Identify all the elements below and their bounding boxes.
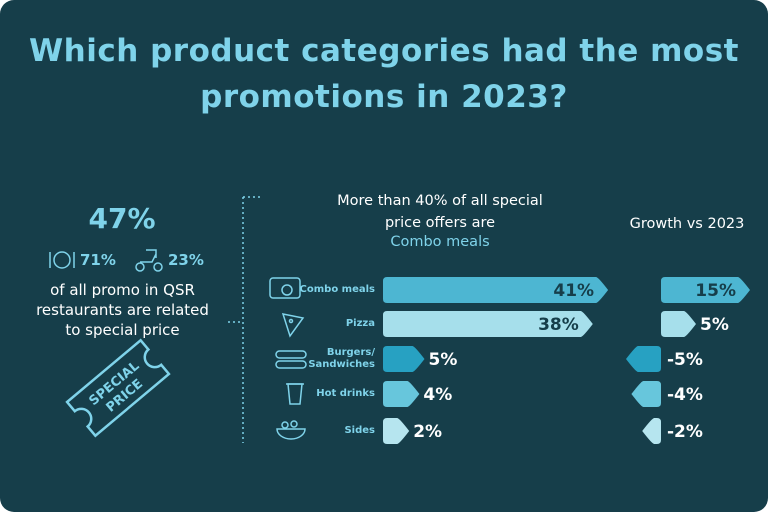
bar: [383, 277, 609, 303]
share-stat: 47%: [88, 202, 156, 235]
summary-text: of all promo in QSR restaurants are rela…: [36, 281, 209, 339]
growth-label: 15%: [695, 281, 736, 301]
subtitle: More than 40% of all special price offer…: [337, 193, 543, 231]
growth-bar: [661, 277, 750, 303]
growth-label: -4%: [667, 385, 703, 405]
decor: [49, 196, 307, 443]
growth-title: Growth vs 2023: [629, 216, 745, 232]
growth-label: -2%: [667, 422, 703, 442]
growth-bar: [631, 381, 661, 407]
bar: [383, 346, 425, 372]
dine-in-stat: 71%: [80, 251, 116, 269]
category-label: Pizza: [345, 318, 375, 329]
growth-bar: [661, 311, 696, 337]
value-label: 2%: [413, 422, 442, 442]
bar: [383, 381, 420, 407]
value-label: 5%: [429, 350, 458, 370]
title: Which product categories had the most pr…: [28, 33, 739, 115]
subtitle-highlight: Combo meals: [390, 234, 490, 250]
growth-bar: [626, 346, 661, 372]
category-label: Burgers/ Sandwiches: [308, 347, 375, 370]
delivery-stat: 23%: [168, 251, 204, 269]
value-label: 38%: [538, 315, 579, 335]
category-label: Hot drinks: [316, 388, 375, 399]
bar: [383, 311, 593, 337]
category-label: Combo meals: [299, 284, 375, 295]
growth-bar: [642, 418, 661, 444]
bar: [383, 418, 410, 444]
growth-label: 5%: [700, 315, 729, 335]
category-label: Sides: [344, 425, 375, 436]
growth-label: -5%: [667, 350, 703, 370]
value-label: 4%: [423, 385, 452, 405]
value-label: 41%: [553, 281, 594, 301]
